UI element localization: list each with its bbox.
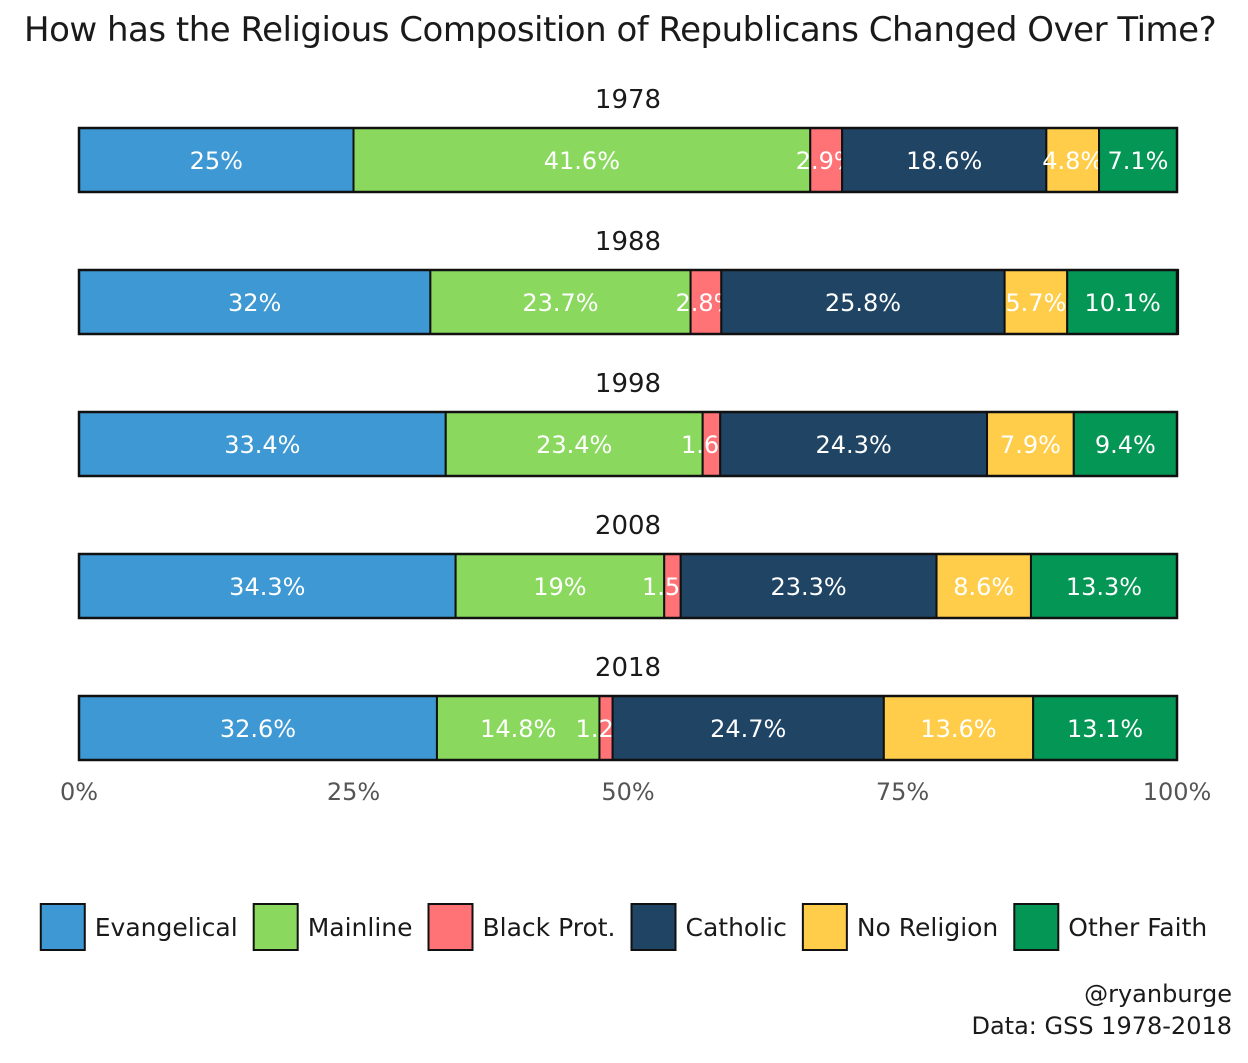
legend-swatch-black-prot-: [427, 903, 474, 951]
bar-2018-evangelical: [78, 695, 438, 761]
credit-source: Data: GSS 1978-2018: [971, 1012, 1232, 1040]
bar-1978-other-faith: [1098, 127, 1178, 193]
data-label-1998-3: 24.3%: [816, 431, 892, 459]
data-label-2018-4: 13.6%: [920, 715, 996, 743]
data-label-1998-4: 7.9%: [1000, 431, 1061, 459]
bar-1998-catholic: [719, 411, 989, 477]
data-label-1998-1: 23.4%: [536, 431, 612, 459]
data-label-1988-0: 32%: [228, 289, 281, 317]
facet-label-1988: 1988: [595, 227, 661, 257]
facet-label-1978: 1978: [595, 85, 661, 115]
x-tick-label: 0%: [60, 778, 98, 806]
facet-label-2018: 2018: [595, 653, 661, 683]
bar-1978-no-religion: [1045, 127, 1101, 193]
data-label-1988-1: 23.7%: [522, 289, 598, 317]
data-label-2018-1: 14.8%: [480, 715, 556, 743]
bar-frame-1988: [77, 268, 1179, 336]
bar-2018-mainline: [435, 695, 601, 761]
bar-2008-no-religion: [935, 553, 1032, 619]
data-label-2008-4: 8.6%: [953, 573, 1014, 601]
facet-label-2008: 2008: [595, 511, 661, 541]
data-label-1988-3: 25.8%: [825, 289, 901, 317]
bar-2008-evangelical: [78, 553, 457, 619]
legend-swatch-mainline: [252, 903, 299, 951]
data-label-1998-0: 33.4%: [224, 431, 300, 459]
x-tick-label: 50%: [601, 778, 654, 806]
bar-1998-other-faith: [1072, 411, 1178, 477]
bar-frame-2018: [77, 694, 1179, 762]
data-label-2008-5: 13.3%: [1066, 573, 1142, 601]
x-tick-label: 100%: [1143, 778, 1212, 806]
bar-1998-no-religion: [986, 411, 1075, 477]
data-label-2018-0: 32.6%: [220, 715, 296, 743]
data-label-1998-5: 9.4%: [1095, 431, 1156, 459]
bar-1978-black-prot-: [809, 127, 844, 193]
legend-label-no-religion: No Religion: [857, 913, 998, 942]
x-tick-label: 75%: [876, 778, 929, 806]
chart-title: How has the Religious Composition of Rep…: [24, 10, 1217, 50]
data-label-2008-0: 34.3%: [229, 573, 305, 601]
data-label-1978-5: 7.1%: [1108, 147, 1169, 175]
data-label-2008-3: 23.3%: [770, 573, 846, 601]
bar-1988-mainline: [429, 269, 692, 335]
data-label-1978-3: 18.6%: [906, 147, 982, 175]
legend-swatch-no-religion: [801, 903, 848, 951]
bar-1988-catholic: [720, 269, 1006, 335]
data-label-1988-5: 10.1%: [1085, 289, 1161, 317]
legend-label-evangelical: Evangelical: [95, 913, 238, 942]
bar-2018-no-religion: [882, 695, 1035, 761]
legend-swatch-catholic: [630, 903, 677, 951]
data-label-2018-3: 24.7%: [710, 715, 786, 743]
credit-handle: @ryanburge: [1084, 980, 1232, 1008]
legend-swatch-evangelical: [39, 903, 86, 951]
bar-1998-evangelical: [78, 411, 447, 477]
legend-label-black-prot-: Black Prot.: [483, 913, 616, 942]
x-tick-label: 25%: [327, 778, 380, 806]
bar-1988-other-faith: [1066, 269, 1180, 335]
facet-label-1998: 1998: [595, 369, 661, 399]
bar-1978-evangelical: [78, 127, 355, 193]
data-label-2008-1: 19%: [533, 573, 586, 601]
legend-swatch-other-faith: [1013, 903, 1060, 951]
legend-label-catholic: Catholic: [686, 913, 787, 942]
bar-1998-mainline: [444, 411, 704, 477]
data-label-1988-4: 5.7%: [1005, 289, 1066, 317]
data-label-1978-4: 4.8%: [1042, 147, 1103, 175]
bar-frame-1998: [77, 410, 1179, 478]
legend-label-other-faith: Other Faith: [1068, 913, 1207, 942]
data-label-1978-1: 41.6%: [544, 147, 620, 175]
legend-label-mainline: Mainline: [308, 913, 413, 942]
data-label-2018-5: 13.1%: [1067, 715, 1143, 743]
bar-frame-2008: [77, 552, 1179, 620]
data-label-1978-0: 25%: [190, 147, 243, 175]
bar-frame-1978: [77, 126, 1179, 194]
